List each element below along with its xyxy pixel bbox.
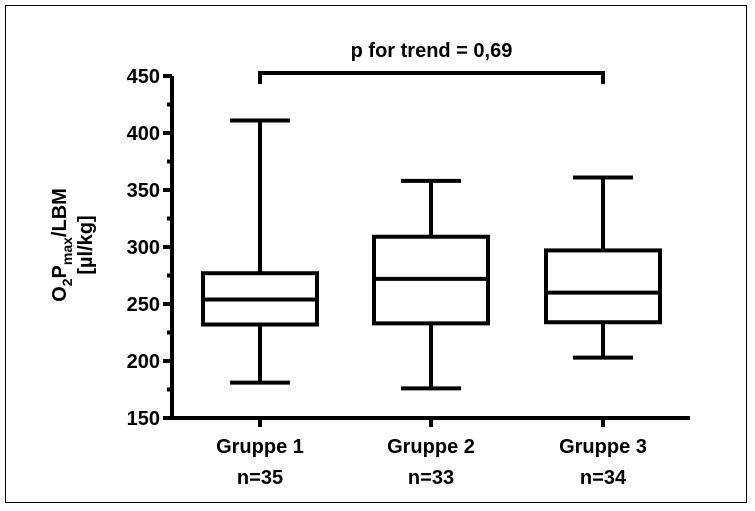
y-axis-label-units: [µl/kg]	[75, 215, 97, 274]
y-label-p: P	[49, 265, 71, 278]
box-group	[544, 175, 662, 360]
y-tick-label: 450	[127, 66, 160, 88]
y-label-sub-max: max	[59, 237, 75, 265]
x-category-label: Gruppe 3	[559, 436, 647, 458]
trend-annotation: p for trend = 0,69	[258, 40, 605, 84]
box-group	[372, 178, 490, 391]
y-label-o: O	[49, 286, 71, 302]
trend-label: p for trend = 0,69	[351, 40, 513, 62]
x-n-label: n=33	[408, 467, 454, 489]
x-n-label: n=35	[237, 467, 283, 489]
y-label-tail: /LBM	[49, 188, 71, 237]
y-label-sub-2: 2	[59, 278, 75, 286]
y-axis-label: O2Pmax/LBM	[49, 188, 75, 302]
boxes	[201, 118, 662, 391]
trend-bracket	[258, 71, 605, 84]
x-n-label: n=34	[580, 467, 627, 489]
y-tick-label: 350	[127, 180, 160, 202]
box-group	[201, 118, 319, 385]
x-axis: Gruppe 1 n=35 Gruppe 2 n=33 Gruppe 3 n=34	[170, 416, 690, 489]
iqr-box	[544, 248, 662, 325]
y-tick-label: 400	[127, 123, 160, 145]
x-category-label: Gruppe 1	[216, 436, 304, 458]
x-category-label: Gruppe 2	[387, 436, 475, 458]
y-tick-label: 300	[127, 237, 160, 259]
y-tick-label: 150	[127, 408, 160, 430]
y-tick-label: 250	[127, 294, 160, 316]
chart-frame	[5, 5, 747, 503]
y-axis: 150 200 250 300 350 400 450	[127, 66, 174, 430]
y-tick-label: 200	[127, 351, 160, 373]
